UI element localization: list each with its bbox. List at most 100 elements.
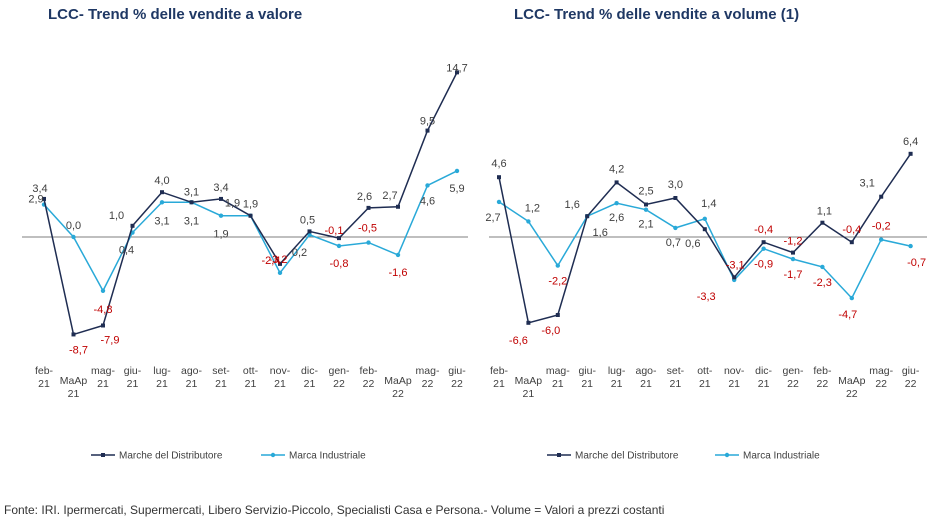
data-point (673, 196, 678, 200)
legend-label: Marche del Distributore (575, 451, 679, 462)
data-point (761, 246, 766, 251)
x-tick-label: nov-21 (724, 365, 745, 390)
chart-title-value: LCC- Trend % delle vendite a valore (48, 6, 303, 23)
x-tick-label: MaAp 22 (838, 375, 866, 400)
legend-marker (557, 453, 561, 457)
data-label: -1,2 (784, 236, 803, 248)
data-point (496, 199, 502, 205)
data-point (879, 237, 884, 242)
data-label: 2,6 (609, 212, 624, 224)
data-label: -0,9 (754, 259, 773, 271)
data-label: 0,7 (666, 237, 681, 249)
x-tick-label: set-21 (667, 365, 685, 390)
data-label: -3,1 (726, 259, 745, 271)
x-tick-label: giu-21 (578, 365, 596, 390)
data-label: 14,7 (446, 62, 467, 74)
x-tick-label: lug-21 (153, 365, 171, 390)
legend-label: Marche del Distributore (119, 451, 223, 462)
data-label: 4,6 (491, 158, 506, 170)
data-label: -6,0 (541, 325, 560, 337)
data-point (248, 213, 253, 218)
data-point (219, 196, 223, 201)
data-point (277, 270, 283, 276)
x-tick-label: mag-22 (416, 365, 440, 390)
x-tick-label: gen-22 (328, 365, 350, 390)
data-label: 0,5 (300, 214, 315, 226)
data-point (130, 223, 135, 228)
data-point (42, 196, 46, 201)
data-label: 2,7 (485, 212, 500, 224)
data-label: -0,7 (907, 257, 926, 269)
data-label: 3,4 (213, 182, 228, 194)
data-label: 1,6 (565, 199, 580, 211)
data-point (218, 213, 224, 218)
legend-marker (724, 452, 730, 458)
x-tick-label: gen-22 (782, 365, 804, 390)
data-point (395, 252, 401, 258)
data-label: -2,4 (262, 255, 281, 267)
data-point (366, 205, 371, 210)
data-label: 2,1 (638, 219, 653, 231)
legend-label: Marca Industriale (743, 451, 820, 462)
data-label: -7,9 (101, 334, 120, 346)
data-label: 1,2 (525, 202, 540, 214)
data-point (396, 204, 400, 209)
x-tick-label: feb-22 (813, 365, 832, 390)
data-point (673, 225, 678, 231)
data-point (307, 229, 312, 234)
x-tick-label: giu-22 (902, 365, 920, 390)
data-label: -4,8 (94, 304, 113, 316)
x-tick-label: ott-21 (697, 365, 713, 390)
data-label: 3,0 (668, 179, 683, 191)
data-label: 2,9 (28, 194, 43, 206)
x-tick-label: MaAp 21 (60, 375, 88, 400)
x-tick-label: ago-21 (635, 365, 657, 390)
data-label: -8,7 (69, 344, 88, 356)
legend-marker (270, 452, 276, 458)
x-tick-label: giu-21 (124, 365, 142, 390)
data-label: 1,9 (243, 199, 258, 211)
data-label: 6,4 (903, 136, 918, 148)
x-tick-label: feb-21 (35, 365, 54, 390)
data-point (791, 250, 795, 255)
data-label: -3,2 (269, 254, 288, 266)
data-label: 4,2 (609, 163, 624, 175)
data-label: 0,4 (119, 245, 134, 257)
x-tick-label: mag-22 (869, 365, 893, 390)
x-tick-label: feb-22 (359, 365, 378, 390)
data-point (908, 151, 913, 156)
data-point (526, 320, 531, 325)
data-point (702, 227, 707, 232)
data-point (455, 70, 459, 75)
data-label: -0,1 (325, 225, 344, 237)
x-tick-label: dic-21 (301, 365, 318, 390)
data-point (71, 234, 76, 240)
data-label: -2,3 (813, 277, 832, 289)
data-point (425, 128, 430, 133)
data-point (761, 240, 766, 245)
data-label: 1,9 (213, 229, 228, 241)
data-point (849, 295, 854, 301)
data-label: -0,4 (842, 224, 861, 236)
data-point (643, 207, 649, 212)
data-label: 0,2 (292, 247, 307, 259)
x-tick-label: set-21 (212, 365, 230, 390)
data-point (425, 183, 430, 188)
data-label: 1,0 (109, 210, 124, 222)
data-label: 2,7 (382, 190, 397, 202)
data-label: 3,1 (860, 178, 875, 190)
data-label: 3,1 (184, 186, 199, 198)
data-point (614, 201, 619, 206)
data-label: 2,6 (357, 191, 372, 203)
data-point (497, 175, 501, 180)
data-point (100, 288, 106, 293)
data-point (337, 236, 341, 241)
data-point (585, 214, 590, 219)
data-label: -0,8 (330, 258, 349, 270)
x-tick-label: giu-22 (448, 365, 466, 390)
x-tick-label: lug-21 (608, 365, 626, 390)
data-label: -0,2 (872, 221, 891, 233)
legend-marker (101, 453, 105, 457)
